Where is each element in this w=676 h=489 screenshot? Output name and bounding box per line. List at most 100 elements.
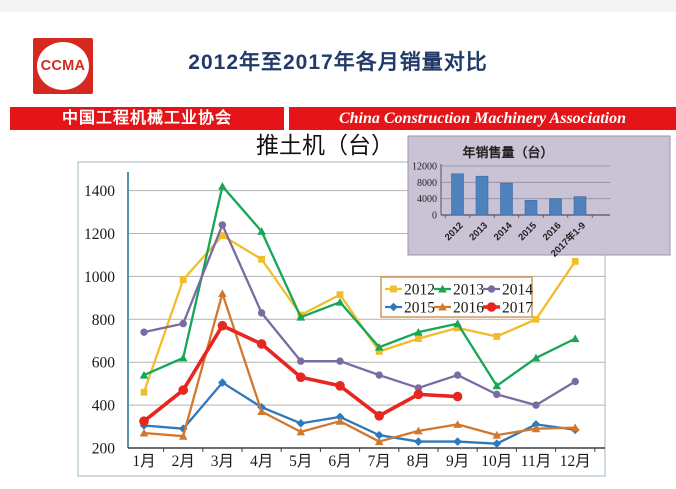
marker <box>296 419 306 428</box>
y-tick-label: 200 <box>92 441 116 458</box>
marker <box>487 285 496 293</box>
bar-2013 <box>475 175 489 216</box>
month-label: 1月 <box>132 453 155 470</box>
bar-2012 <box>451 173 464 216</box>
month-label: 12月 <box>560 453 591 470</box>
marker <box>493 390 501 399</box>
marker <box>178 353 188 362</box>
marker <box>492 439 502 449</box>
marker <box>257 407 266 416</box>
legend-label-2015: 2015 <box>404 300 435 317</box>
ccma-logo-text: CCMA <box>40 58 86 74</box>
bar-2014 <box>500 182 513 216</box>
series-line-2013 <box>143 185 576 387</box>
y-tick-label: 1200 <box>84 226 115 243</box>
y-tick-label: 400 <box>92 398 116 415</box>
marker <box>336 357 344 365</box>
series-line-2015 <box>143 381 576 445</box>
series-line-2016 <box>143 292 576 443</box>
bar-2016 <box>549 198 562 216</box>
marker <box>374 342 384 351</box>
legend-label-2012: 2012 <box>404 282 435 299</box>
inset-chart-title: 年销售量（台） <box>462 145 553 160</box>
month-label: 9月 <box>446 453 469 470</box>
marker <box>571 377 579 386</box>
marker <box>531 424 541 433</box>
inset-y-label: 0 <box>432 211 437 222</box>
marker <box>492 430 502 439</box>
series-2014 <box>140 221 579 409</box>
inset-y-label: 4000 <box>417 194 437 205</box>
legend-label-2014: 2014 <box>502 282 533 299</box>
marker <box>453 437 462 446</box>
bar-2015 <box>524 200 538 216</box>
marker <box>492 381 502 390</box>
marker <box>335 416 345 425</box>
series-line-2014 <box>143 223 576 407</box>
marker <box>178 385 188 395</box>
marker <box>178 432 188 440</box>
ccma-logo-oval <box>37 42 89 90</box>
marker <box>438 284 447 293</box>
series-2015 <box>139 378 580 449</box>
page-title: 2012年至2017年各月销量对比 <box>188 51 488 74</box>
y-tick-label: 1000 <box>84 269 115 286</box>
marker <box>374 437 384 446</box>
marker <box>218 378 227 387</box>
marker <box>218 289 227 298</box>
month-label: 7月 <box>368 453 391 470</box>
marker <box>438 302 447 311</box>
marker <box>179 276 187 284</box>
main-chart-title: 推土机（台） <box>256 133 394 158</box>
marker <box>140 328 148 336</box>
marker <box>258 255 265 263</box>
marker <box>531 420 541 429</box>
marker <box>374 430 384 440</box>
legend-label-2017: 2017 <box>502 300 533 317</box>
month-label: 8月 <box>407 453 430 470</box>
marker <box>257 309 266 317</box>
marker <box>414 384 423 392</box>
month-label: 2月 <box>172 453 195 470</box>
month-label: 6月 <box>328 453 351 470</box>
marker <box>178 424 188 433</box>
banner-association-en: China Construction Machinery Association <box>289 107 676 130</box>
marker <box>389 302 398 312</box>
marker <box>414 437 423 446</box>
marker <box>257 402 266 412</box>
month-label: 11月 <box>521 453 551 470</box>
y-tick-label: 1400 <box>84 183 115 200</box>
main-chart: 200 400 600 800 1000 1200 1400 1月 2月 3月 4月 5月 6月 7月 8月… <box>77 133 606 477</box>
marker <box>296 427 306 436</box>
marker <box>335 380 345 391</box>
legend: 2012 2013 2014 2015 2016 2017 <box>380 276 533 318</box>
marker <box>217 320 228 331</box>
marker <box>453 319 462 328</box>
marker <box>571 257 579 265</box>
legend-box <box>380 276 533 318</box>
marker <box>140 388 148 396</box>
marker <box>375 348 383 355</box>
marker <box>139 428 149 437</box>
marker <box>374 411 385 421</box>
marker <box>453 371 462 379</box>
marker <box>413 389 424 400</box>
marker <box>139 416 149 426</box>
banner-association-cn: 中国工程机械工业协会 <box>10 107 284 130</box>
series-2017 <box>139 320 463 426</box>
ccma-logo: CCMA <box>33 38 93 94</box>
marker <box>336 291 344 299</box>
marker <box>453 420 462 428</box>
marker <box>452 391 463 402</box>
marker <box>570 334 580 343</box>
marker <box>257 227 266 235</box>
marker <box>218 182 227 190</box>
marker <box>139 370 149 379</box>
marker <box>486 302 497 312</box>
month-label: 4月 <box>250 453 273 470</box>
marker <box>570 423 580 432</box>
inset-y-label: 12000 <box>412 162 437 173</box>
month-label: 3月 <box>211 453 234 470</box>
